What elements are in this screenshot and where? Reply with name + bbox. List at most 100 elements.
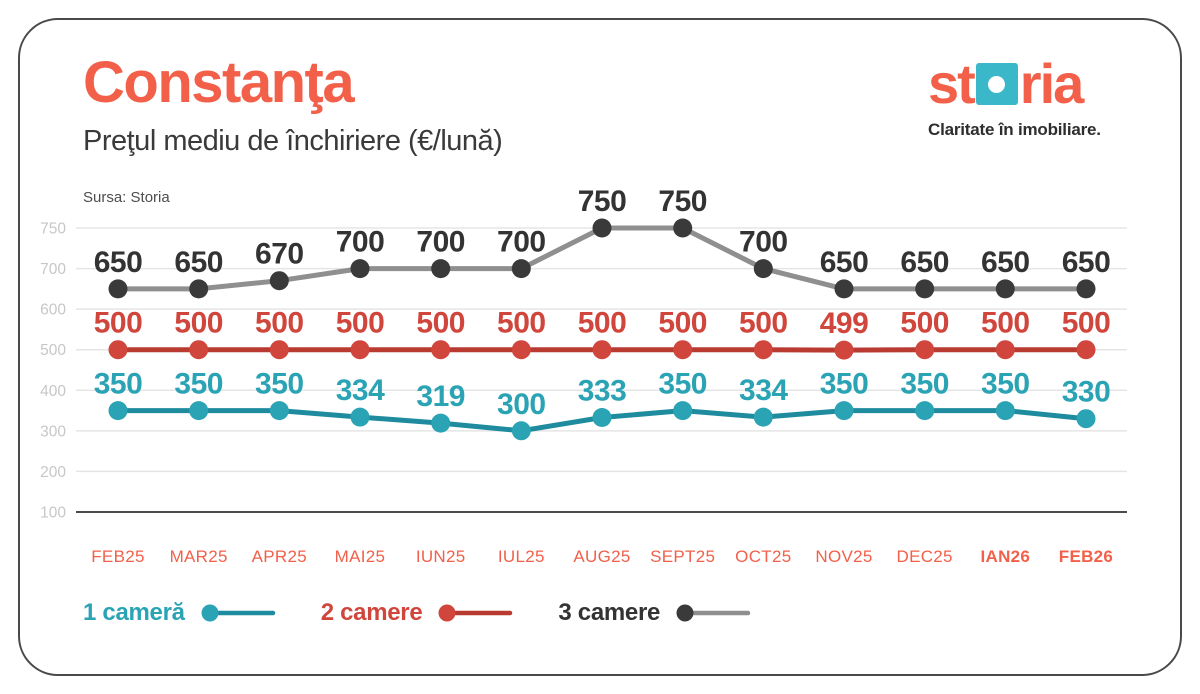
data-point — [511, 259, 531, 279]
data-point — [834, 279, 854, 299]
data-point — [673, 218, 693, 238]
data-point — [431, 259, 451, 279]
data-point — [269, 271, 289, 291]
value-label: 500 — [578, 307, 627, 340]
legend-label: 3 camere — [558, 599, 661, 626]
x-tick-label: IUN25 — [416, 547, 466, 566]
value-label: 500 — [900, 307, 949, 340]
data-point — [1076, 409, 1096, 429]
source-label: Sursa: Storia — [83, 189, 170, 206]
x-tick-label: OCT25 — [735, 547, 791, 566]
value-label: 350 — [174, 368, 223, 401]
data-point — [834, 401, 854, 421]
y-tick-label: 200 — [40, 464, 66, 481]
value-label: 750 — [658, 185, 707, 218]
legend-item-1: 1 cameră — [83, 600, 277, 626]
data-point — [431, 340, 451, 360]
value-label: 650 — [820, 246, 869, 279]
x-tick-label: FEB25 — [91, 547, 144, 566]
value-label: 500 — [981, 307, 1030, 340]
storia-logo: st ria — [928, 56, 1130, 112]
x-tick-label: FEB26 — [1059, 547, 1113, 566]
x-tick-label: MAR25 — [170, 547, 228, 566]
data-point — [673, 340, 693, 360]
data-point — [834, 340, 854, 360]
value-label: 500 — [1062, 307, 1111, 340]
data-point — [753, 259, 773, 279]
value-label: 650 — [900, 246, 949, 279]
value-label: 350 — [900, 368, 949, 401]
logo-text-st: st — [928, 52, 976, 115]
y-tick-label: 600 — [40, 302, 66, 319]
y-tick-label: 400 — [40, 383, 66, 400]
value-label: 319 — [416, 380, 465, 413]
value-label: 700 — [497, 226, 546, 259]
value-label: 350 — [94, 368, 143, 401]
data-point — [915, 279, 935, 299]
data-point — [673, 401, 693, 421]
value-label: 350 — [658, 368, 707, 401]
y-tick-label: 700 — [40, 261, 66, 278]
legend-marker-icon — [438, 604, 513, 622]
x-tick-label: APR25 — [252, 547, 307, 566]
data-point — [753, 407, 773, 427]
data-point — [269, 340, 289, 360]
value-label: 700 — [739, 226, 788, 259]
page-title: Constanţa — [83, 50, 355, 115]
value-label: 500 — [416, 307, 465, 340]
x-tick-label: IUL25 — [498, 547, 545, 566]
y-tick-label: 750 — [40, 221, 66, 238]
legend-marker-icon — [201, 604, 275, 622]
x-tick-label: NOV25 — [815, 547, 872, 566]
legend-label: 1 cameră — [83, 599, 185, 626]
legend-item-3: 3 camere — [558, 600, 752, 626]
logo-tagline: Claritate în imobiliare. — [928, 120, 1101, 139]
logo-o-circle-icon — [988, 75, 1006, 93]
legend-marker-dot — [676, 604, 694, 622]
value-label: 750 — [578, 185, 627, 218]
value-label: 500 — [255, 307, 304, 340]
chart-subtitle: Preţul mediu de închiriere (€/lună) — [83, 125, 503, 157]
data-point — [995, 340, 1015, 360]
data-point — [189, 340, 209, 360]
data-point — [915, 340, 935, 360]
y-tick-label: 300 — [40, 423, 66, 440]
value-label: 500 — [658, 307, 707, 340]
data-point — [189, 279, 209, 299]
legend-marker-dot — [438, 604, 456, 622]
data-point — [995, 279, 1015, 299]
x-tick-label: SEPT25 — [650, 547, 715, 566]
header: Constanţa Preţul mediu de închiriere (€/… — [83, 50, 503, 159]
value-label: 650 — [174, 246, 223, 279]
data-point — [269, 401, 289, 421]
data-point — [511, 421, 531, 441]
data-point — [350, 407, 370, 427]
value-label: 499 — [820, 307, 869, 340]
data-point — [915, 401, 935, 421]
value-label: 500 — [94, 307, 143, 340]
x-tick-label: IAN26 — [980, 547, 1030, 566]
value-label: 700 — [416, 226, 465, 259]
data-point — [995, 401, 1015, 421]
line-chart: 750 700 600 500 400 300 200 100 FEB25 MAR25 APR25 M… — [40, 185, 1127, 566]
data-point — [511, 340, 531, 360]
chart-legend: 1 cameră 2 camere 3 camere — [83, 600, 752, 626]
x-tick-label: DEC25 — [897, 547, 953, 566]
data-point — [431, 413, 451, 433]
legend-label: 2 camere — [320, 599, 423, 626]
data-point — [108, 401, 128, 421]
value-label: 500 — [174, 307, 223, 340]
storia-logo-block: st ria Claritate în imobiliare. — [928, 56, 1130, 140]
value-label: 350 — [981, 368, 1030, 401]
data-point — [592, 218, 612, 238]
value-label: 500 — [336, 307, 385, 340]
data-point — [1076, 340, 1096, 360]
data-point — [350, 340, 370, 360]
value-label: 334 — [739, 374, 788, 407]
data-point — [189, 401, 209, 421]
data-point — [108, 340, 128, 360]
data-point — [592, 340, 612, 360]
data-point — [592, 408, 612, 427]
legend-marker-dot — [201, 604, 219, 622]
value-label: 350 — [255, 368, 304, 401]
